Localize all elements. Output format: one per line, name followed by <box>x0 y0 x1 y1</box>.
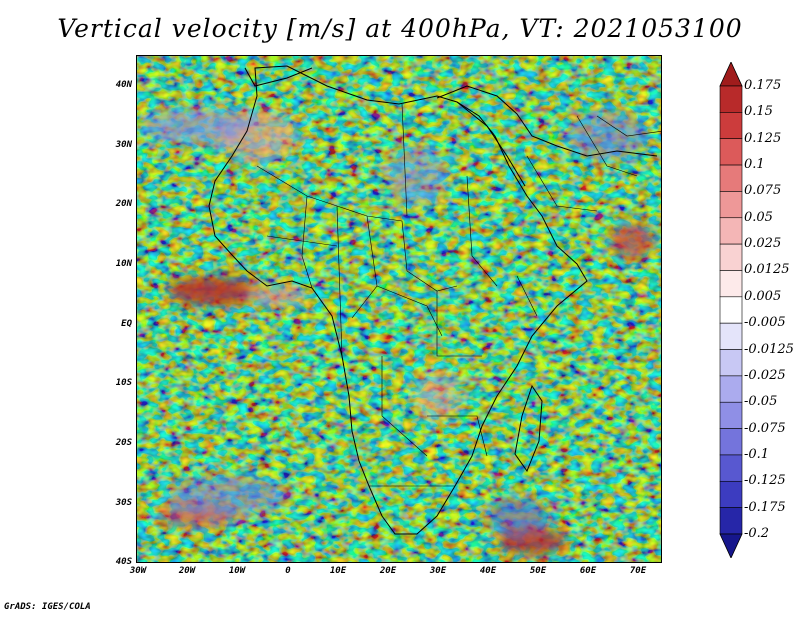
colorbar-swatch <box>719 375 743 403</box>
colorbar-label: -0.125 <box>744 473 786 489</box>
colorbar-label: -0.025 <box>744 367 786 383</box>
colorbar-swatch <box>719 349 743 377</box>
lon-label-30e: 30E <box>429 566 447 576</box>
colorbar-label: 0.125 <box>744 130 782 146</box>
colorbar-label: 0.15 <box>744 104 773 120</box>
colorbar-label: -0.075 <box>744 420 786 436</box>
colorbar-swatch <box>719 270 743 298</box>
footer-credit: GrADS: IGES/COLA <box>4 602 91 612</box>
country-borders <box>256 103 661 487</box>
colorbar-swatch <box>719 217 743 245</box>
colorbar-label: -0.005 <box>744 315 786 331</box>
lon-label-70e: 70E <box>629 566 647 576</box>
colorbar-swatch <box>719 112 743 140</box>
map-panel <box>136 55 662 563</box>
lat-label-20s: 20S <box>115 438 132 448</box>
colorbar-swatch <box>719 296 743 324</box>
colorbar-swatch <box>719 191 743 219</box>
lon-label-40e: 40E <box>479 566 497 576</box>
colorbar-label: -0.175 <box>744 499 786 515</box>
colorbar-label: 0.1 <box>744 157 765 173</box>
colorbar-swatch <box>719 85 743 113</box>
colorbar-label: -0.0125 <box>744 341 794 357</box>
lon-label-60e: 60E <box>579 566 597 576</box>
lon-label-0: 0 <box>285 566 291 576</box>
lon-label-50e: 50E <box>529 566 547 576</box>
colorbar-swatch <box>719 138 743 166</box>
lon-label-20w: 20W <box>178 566 196 576</box>
lat-label-10n: 10N <box>115 259 132 269</box>
velocity-field-map <box>137 56 661 562</box>
lon-label-30w: 30W <box>129 566 147 576</box>
colorbar-label: 0.075 <box>744 183 782 199</box>
colorbar-label: 0.175 <box>744 78 782 93</box>
colorbar-swatch <box>719 507 743 535</box>
colorbar-swatch <box>719 322 743 350</box>
lon-label-10w: 10W <box>228 566 246 576</box>
colorbar-label: -0.2 <box>744 526 770 541</box>
lat-label-40n: 40N <box>115 80 132 90</box>
lat-label-30n: 30N <box>115 140 132 150</box>
colorbar-top-triangle <box>719 62 743 87</box>
colorbar-swatch <box>719 428 743 456</box>
lat-label-10s: 10S <box>115 378 132 388</box>
lat-label-40s: 40S <box>115 557 132 567</box>
colorbar-swatch <box>719 243 743 271</box>
colorbar-swatch <box>719 454 743 482</box>
colorbar-swatch <box>719 164 743 192</box>
lat-label-30s: 30S <box>115 498 132 508</box>
chart-title: Vertical velocity [m/s] at 400hPa, VT: 2… <box>57 14 743 43</box>
anomaly-patches <box>142 108 654 555</box>
colorbar-label: 0.05 <box>744 209 773 225</box>
lat-label-20n: 20N <box>115 199 132 209</box>
lon-label-10e: 10E <box>329 566 347 576</box>
colorbar-swatch <box>719 480 743 508</box>
lat-label-eq: EQ <box>121 319 132 329</box>
colorbar-label: 0.0125 <box>744 262 790 278</box>
colorbar-label: 0.025 <box>744 236 782 252</box>
colorbar-label: -0.1 <box>744 446 770 462</box>
colorbar-label: -0.05 <box>744 394 778 410</box>
colorbar-label: 0.005 <box>744 288 782 304</box>
colorbar-swatch <box>719 401 743 429</box>
lon-label-20e: 20E <box>379 566 397 576</box>
colorbar-bottom-triangle <box>719 533 743 558</box>
coastlines <box>208 65 658 535</box>
colorbar <box>719 62 743 558</box>
